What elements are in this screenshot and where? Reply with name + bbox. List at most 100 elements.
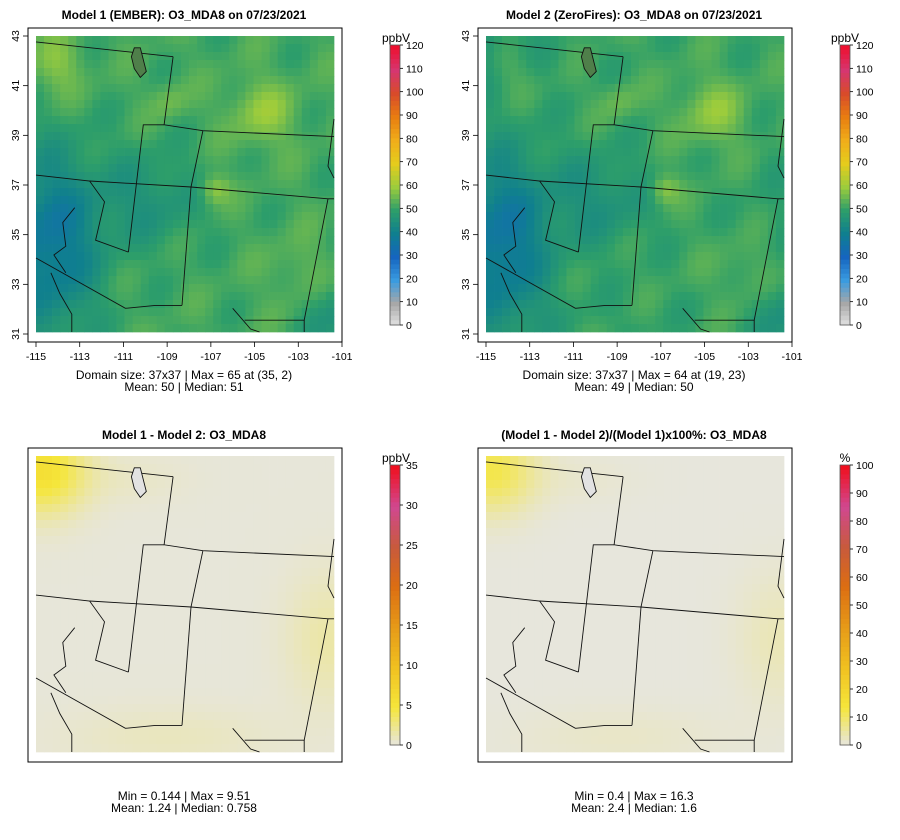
colorbar-tick-label: 60 xyxy=(856,572,868,584)
panel-difference: Model 1 - Model 2: O3_MDA8 0 5 10 15 20 25 30 3… xyxy=(27,428,418,815)
colorbar-tick-label: 10 xyxy=(406,297,418,309)
colorbar-tick-label: 35 xyxy=(406,460,418,472)
panel-model1-stats-line2: Mean: 50 | Median: 51 xyxy=(124,380,244,394)
lat-tick-label: 41 xyxy=(10,80,22,92)
panel-model1-axes: -115 -113 -111 -109 -107 -105 -103 -101 31 33 35 37… xyxy=(10,30,353,363)
colorbar-tick-label: 10 xyxy=(856,297,868,309)
colorbar-tick-label: 90 xyxy=(406,110,418,122)
colorbar-tick-label: 0 xyxy=(856,740,862,752)
lat-tick-label: 39 xyxy=(460,129,472,141)
colorbar-tick-label: 40 xyxy=(406,227,418,239)
lat-tick-label: 35 xyxy=(460,229,472,241)
lat-tick-label: 33 xyxy=(10,278,22,290)
lon-tick-label: -111 xyxy=(564,351,584,363)
panel-model2-title: Model 2 (ZeroFires): O3_MDA8 on 07/23/20… xyxy=(506,8,762,22)
colorbar-tick-label: 80 xyxy=(406,133,418,145)
panel-model2: Model 2 (ZeroFires): O3_MDA8 on 07/23/20… xyxy=(460,8,874,394)
panel-percent-stats-line2: Mean: 2.4 | Median: 1.6 xyxy=(571,801,697,815)
panel-model2-stats-line2: Mean: 49 | Median: 50 xyxy=(574,380,694,394)
colorbar-tick-label: 80 xyxy=(856,516,868,528)
panel-percent-title: (Model 1 - Model 2)/(Model 1)x100%: O3_M… xyxy=(501,428,767,442)
panel-percent-unit: % xyxy=(840,451,851,465)
lon-tick-label: -109 xyxy=(607,351,628,363)
colorbar-tick-label: 5 xyxy=(406,700,412,712)
lon-tick-label: -113 xyxy=(70,351,90,363)
colorbar-tick-label: 100 xyxy=(406,87,424,99)
colorbar-tick-label: 50 xyxy=(856,203,868,215)
panel-model1: Model 1 (EMBER): O3_MDA8 on 07/23/2021 0… xyxy=(10,8,424,394)
colorbar-tick-label: 30 xyxy=(856,250,868,262)
panel-difference-title: Model 1 - Model 2: O3_MDA8 xyxy=(102,428,266,442)
colorbar-tick-label: 20 xyxy=(856,273,868,285)
lon-tick-label: -113 xyxy=(520,351,540,363)
lon-tick-label: -101 xyxy=(331,351,352,363)
lon-tick-label: -107 xyxy=(650,351,671,363)
lat-tick-label: 37 xyxy=(10,179,22,191)
colorbar-tick-label: 60 xyxy=(406,180,418,192)
lon-tick-label: -103 xyxy=(738,351,759,363)
panel-percent-colorbar: 0 10 20 30 40 50 60 70 80 90 100 xyxy=(839,460,874,752)
colorbar-tick-label: 100 xyxy=(856,87,874,99)
colorbar-tick-label: 25 xyxy=(406,540,418,552)
colorbar-tick-label: 20 xyxy=(406,273,418,285)
lon-tick-label: -111 xyxy=(114,351,134,363)
lat-tick-label: 31 xyxy=(10,328,22,340)
lon-tick-label: -107 xyxy=(200,351,221,363)
lat-tick-label: 33 xyxy=(460,278,472,290)
colorbar-tick-label: 20 xyxy=(856,684,868,696)
colorbar-tick-label: 60 xyxy=(856,180,868,192)
panel-model2-colorbar: 0 10 20 30 40 50 60 70 80 90 100 110 120 xyxy=(839,40,874,332)
panel-model2-unit: ppbV xyxy=(831,31,859,45)
colorbar-tick-label: 0 xyxy=(406,320,412,332)
lon-tick-label: -105 xyxy=(694,351,715,363)
lat-tick-label: 31 xyxy=(460,328,472,340)
lat-tick-label: 35 xyxy=(10,229,22,241)
lat-tick-label: 43 xyxy=(10,30,22,42)
colorbar-tick-label: 20 xyxy=(406,580,418,592)
colorbar-tick-label: 10 xyxy=(406,660,418,672)
panel-difference-stats-line2: Mean: 1.24 | Median: 0.758 xyxy=(111,801,257,815)
colorbar-tick-label: 50 xyxy=(406,203,418,215)
lat-tick-label: 39 xyxy=(10,129,22,141)
colorbar-tick-label: 40 xyxy=(856,628,868,640)
lon-tick-label: -109 xyxy=(157,351,178,363)
panel-model1-map xyxy=(27,27,343,343)
panel-model1-title: Model 1 (EMBER): O3_MDA8 on 07/23/2021 xyxy=(62,8,307,22)
lon-tick-label: -115 xyxy=(26,351,46,363)
panel-model1-unit: ppbV xyxy=(382,31,410,45)
colorbar-tick-label: 100 xyxy=(856,460,874,472)
colorbar-tick-label: 110 xyxy=(406,63,423,75)
panel-difference-stats-line1: Min = 0.144 | Max = 9.51 xyxy=(118,789,251,803)
panel-model1-colorbar: 0 10 20 30 40 50 60 70 80 90 100 110 120 xyxy=(389,40,424,332)
colorbar-tick-label: 30 xyxy=(406,250,418,262)
panel-percent-map xyxy=(477,447,793,763)
lat-tick-label: 37 xyxy=(460,179,472,191)
panel-difference-colorbar: 0 5 10 15 20 25 30 35 xyxy=(389,460,418,752)
panel-model1-stats-line1: Domain size: 37x37 | Max = 65 at (35, 2) xyxy=(76,368,292,382)
lat-tick-label: 41 xyxy=(460,80,472,92)
lon-tick-label: -115 xyxy=(476,351,496,363)
colorbar-tick-label: 50 xyxy=(856,600,868,612)
colorbar-tick-label: 90 xyxy=(856,110,868,122)
colorbar-tick-label: 110 xyxy=(856,63,873,75)
colorbar-tick-label: 10 xyxy=(856,712,868,724)
lon-tick-label: -103 xyxy=(288,351,309,363)
colorbar-tick-label: 70 xyxy=(856,157,868,169)
colorbar-tick-label: 80 xyxy=(856,133,868,145)
panel-model2-axes: -115 -113 -111 -109 -107 -105 -103 -101 31 33 35 37… xyxy=(460,30,803,363)
lon-tick-label: -101 xyxy=(781,351,802,363)
panel-model2-map xyxy=(477,27,793,343)
colorbar-tick-label: 40 xyxy=(856,227,868,239)
panel-difference-unit: ppbV xyxy=(382,451,410,465)
colorbar-tick-label: 15 xyxy=(406,620,418,632)
colorbar-tick-label: 30 xyxy=(406,500,418,512)
colorbar-tick-label: 0 xyxy=(856,320,862,332)
colorbar-tick-label: 90 xyxy=(856,488,868,500)
panel-model2-stats-line1: Domain size: 37x37 | Max = 64 at (19, 23… xyxy=(523,368,746,382)
colorbar-tick-label: 30 xyxy=(856,656,868,668)
lat-tick-label: 43 xyxy=(460,30,472,42)
colorbar-tick-label: 0 xyxy=(406,740,412,752)
panel-difference-map xyxy=(27,447,343,763)
colorbar-tick-label: 70 xyxy=(406,157,418,169)
